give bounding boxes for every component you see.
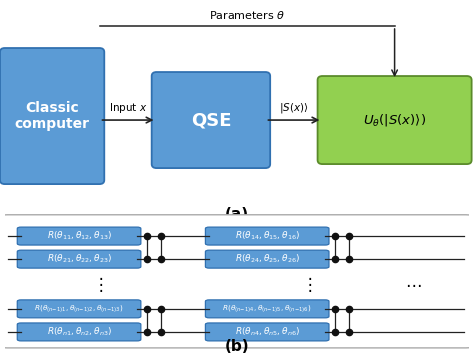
FancyBboxPatch shape <box>17 300 141 318</box>
Text: $U_{\theta}(|S(x)\rangle)$: $U_{\theta}(|S(x)\rangle)$ <box>363 112 426 128</box>
FancyBboxPatch shape <box>17 323 141 341</box>
Text: $\cdots$: $\cdots$ <box>405 275 422 293</box>
Text: $|S(x)\rangle$: $|S(x)\rangle$ <box>279 101 309 115</box>
Text: $R(\theta_{(n\!-\!1)4},\theta_{(n\!-\!1)5},\theta_{(n\!-\!1)6})$: $R(\theta_{(n\!-\!1)4},\theta_{(n\!-\!1)… <box>222 304 312 314</box>
Text: $\vdots$: $\vdots$ <box>301 274 312 294</box>
FancyBboxPatch shape <box>17 250 141 268</box>
FancyBboxPatch shape <box>205 300 329 318</box>
Text: $R(\theta_{n4},\theta_{n5},\theta_{n6})$: $R(\theta_{n4},\theta_{n5},\theta_{n6})$ <box>235 326 300 338</box>
Text: $R(\theta_{11},\theta_{12},\theta_{13})$: $R(\theta_{11},\theta_{12},\theta_{13})$ <box>46 230 111 242</box>
Text: (b): (b) <box>225 339 249 354</box>
Text: $\vdots$: $\vdots$ <box>92 274 103 294</box>
Text: Parameters $\theta$: Parameters $\theta$ <box>209 9 285 21</box>
FancyBboxPatch shape <box>318 76 472 164</box>
Text: Classic
computer: Classic computer <box>15 101 90 131</box>
Text: $R(\theta_{n1},\theta_{n2},\theta_{n3})$: $R(\theta_{n1},\theta_{n2},\theta_{n3})$ <box>46 326 111 338</box>
FancyBboxPatch shape <box>0 48 104 184</box>
Text: $R(\theta_{21},\theta_{22},\theta_{23})$: $R(\theta_{21},\theta_{22},\theta_{23})$ <box>46 253 111 266</box>
FancyBboxPatch shape <box>0 215 473 348</box>
FancyBboxPatch shape <box>205 250 329 268</box>
Text: $R(\theta_{14},\theta_{15},\theta_{16})$: $R(\theta_{14},\theta_{15},\theta_{16})$ <box>235 230 300 242</box>
FancyBboxPatch shape <box>205 323 329 341</box>
Text: Input $x$: Input $x$ <box>109 101 147 115</box>
Text: $R(\theta_{(n\!-\!1)1},\theta_{(n\!-\!1)2},\theta_{(n\!-\!1)3})$: $R(\theta_{(n\!-\!1)1},\theta_{(n\!-\!1)… <box>34 304 124 314</box>
FancyBboxPatch shape <box>205 227 329 245</box>
FancyBboxPatch shape <box>17 227 141 245</box>
Text: QSE: QSE <box>191 111 231 129</box>
Text: $R(\theta_{24},\theta_{25},\theta_{26})$: $R(\theta_{24},\theta_{25},\theta_{26})$ <box>235 253 300 266</box>
Text: (a): (a) <box>225 207 249 222</box>
FancyBboxPatch shape <box>152 72 270 168</box>
